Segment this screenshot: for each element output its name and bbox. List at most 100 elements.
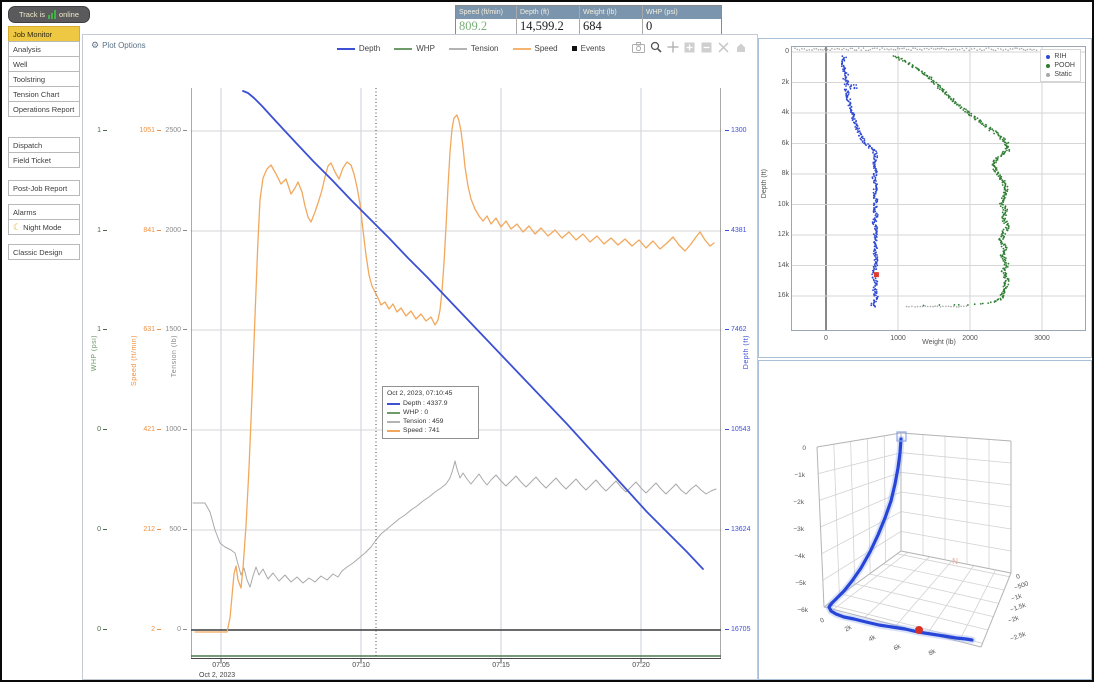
plot-options-button[interactable]: ⚙ Plot Options [91, 41, 146, 51]
legend-item-speed[interactable]: Speed [512, 44, 558, 53]
plot-modebar [632, 41, 747, 53]
scatter-y-tick: 14k [777, 261, 789, 269]
camera-icon[interactable] [632, 41, 645, 53]
tooltip-line-sample [387, 411, 400, 414]
scatter-legend-item-pooh[interactable]: POOH [1046, 62, 1075, 69]
scatter-y-tick: 6k [781, 139, 789, 147]
sidebar-item-well[interactable]: Well [8, 56, 80, 72]
sidebar-item-label: Well [13, 59, 28, 69]
axis-tick-label: 16705 [725, 626, 750, 633]
sidebar-item-label: Dispatch [13, 140, 43, 150]
sidebar-item-classic-design[interactable]: Classic Design [8, 244, 80, 260]
scatter-y-tick: 12k [777, 231, 789, 238]
time-tick-label: 07:05 [212, 662, 230, 669]
axis-tick-label: 0 [97, 626, 107, 633]
pan-icon[interactable] [666, 41, 679, 53]
sidebar-item-label: Analysis [13, 44, 41, 54]
readout-header: WHP (psi) [643, 6, 721, 19]
svg-text:0: 0 [1015, 573, 1021, 581]
svg-text:−3k: −3k [793, 526, 804, 533]
readout-value: 0 [646, 19, 653, 33]
plot-options-label: Plot Options [102, 41, 146, 50]
track-status-prefix: Track is [18, 9, 45, 19]
legend-item-tension[interactable]: Tension [448, 44, 499, 53]
scatter-y-tick: 16k [777, 292, 789, 299]
tooltip-line-sample [387, 429, 400, 432]
tension-series [192, 460, 717, 588]
svg-text:4k: 4k [868, 634, 878, 644]
axis-tick-label: 1051 [139, 127, 161, 134]
sidebar-group: Alarms ☾ Night Mode [8, 204, 80, 235]
readout-header: Speed (ft/min) [456, 6, 516, 19]
tooltip-value: WHP : 0 [403, 409, 429, 416]
trajectory-start-marker [896, 431, 907, 442]
readout-header: Weight (lb) [580, 6, 642, 19]
sidebar-item-analysis[interactable]: Analysis [8, 41, 80, 57]
legend-dot-marker [1046, 63, 1051, 68]
weight-depth-plot[interactable] [791, 46, 1086, 331]
reset-icon[interactable] [734, 41, 747, 53]
svg-text:N: N [952, 557, 958, 566]
legend-label: WHP [416, 44, 435, 53]
tooltip-line-sample [387, 420, 400, 423]
time-tick-label: 07:10 [352, 662, 370, 669]
axis-tick-label: 212 [143, 526, 161, 533]
legend-label: Speed [534, 44, 558, 53]
axis-title: Speed (ft/min) [131, 335, 138, 386]
sidebar-item-dispatch[interactable]: Dispatch [8, 137, 80, 153]
scatter-legend-item-rih[interactable]: RIH [1046, 53, 1075, 60]
sidebar-item-job-monitor[interactable]: Job Monitor [8, 26, 80, 42]
track-status-button[interactable]: Track is online [8, 6, 90, 23]
legend-line-sample [336, 47, 355, 50]
zoom-out-icon[interactable] [700, 41, 713, 53]
svg-text:0: 0 [802, 445, 806, 452]
tooltip-timestamp: Oct 2, 2023, 07:10:45 [387, 390, 453, 397]
time-series-panel: ⚙ Plot Options Depth WHP Tension Speed Event… [82, 34, 758, 680]
legend-dot-marker [1046, 72, 1051, 77]
sidebar-item-alarms[interactable]: Alarms [8, 204, 80, 220]
sidebar-item-night-mode[interactable]: ☾ Night Mode [8, 219, 80, 235]
sidebar-group: Job Monitor Analysis Well Toolstring Tension… [8, 26, 80, 117]
sidebar-item-operations-report[interactable]: Operations Report [8, 101, 80, 117]
sidebar-item-label: Job Monitor [13, 29, 53, 39]
sidebar-item-label: Post-Job Report [13, 183, 68, 193]
legend-item-depth[interactable]: Depth [336, 44, 381, 53]
scatter-y-axis-title: Depth (ft) [761, 169, 768, 199]
legend-item-events[interactable]: Events [571, 44, 605, 53]
legend-line-sample [448, 47, 467, 50]
svg-text:8k: 8k [928, 648, 938, 658]
scatter-x-tick: 1000 [890, 335, 906, 342]
axis-tick-label: 2000 [165, 227, 187, 234]
zoom-in-icon[interactable] [683, 41, 696, 53]
readout-column: Speed (ft/min) 809.2 [456, 6, 516, 34]
sidebar-item-post-job-report[interactable]: Post-Job Report [8, 180, 80, 196]
tooltip-row-whp: WHP : 0 [387, 408, 474, 417]
zoom-icon[interactable] [649, 41, 662, 53]
axis-tick-label: 1000 [165, 426, 187, 433]
axis-tick-label: 1 [97, 227, 107, 234]
sidebar-item-field-ticket[interactable]: Field Ticket [8, 152, 80, 168]
trajectory-3d-plot[interactable]: 0−1k−2k−3k−4k−5k−6k02k4k6k8k0−500−1k−1.5… [759, 361, 1091, 679]
sidebar-item-tension-chart[interactable]: Tension Chart [8, 86, 80, 102]
svg-text:6k: 6k [893, 643, 903, 653]
sidebar-item-label: Night Mode [23, 222, 62, 232]
legend-label: Depth [358, 44, 381, 53]
tooltip-row-speed: Speed : 741 [387, 426, 474, 435]
time-tick-label: 07:15 [492, 662, 510, 669]
scatter-y-tick: 0 [785, 48, 789, 55]
tooltip-value: Speed : 741 [403, 427, 440, 434]
scatter-y-tick: 8k [781, 170, 789, 177]
sidebar-item-label: Tension Chart [13, 89, 60, 99]
readout-column: WHP (psi) 0 [642, 6, 721, 34]
legend-item-whp[interactable]: WHP [394, 44, 435, 53]
autoscale-icon[interactable] [717, 41, 730, 53]
legend-label: Tension [470, 44, 499, 53]
axis-tick-label: 841 [143, 227, 161, 234]
scatter-legend-item-static[interactable]: Static [1046, 71, 1075, 78]
sidebar-item-toolstring[interactable]: Toolstring [8, 71, 80, 87]
time-series-plot[interactable] [191, 88, 721, 666]
sidebar-item-label: Field Ticket [13, 155, 51, 165]
legend-label: RIH [1054, 53, 1067, 60]
speed-series [194, 114, 715, 633]
